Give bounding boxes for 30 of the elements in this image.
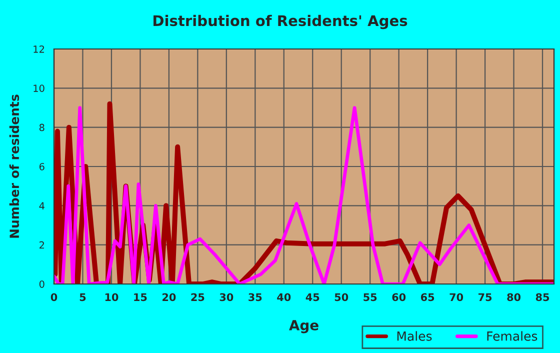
x-tick-label: 30 xyxy=(220,293,234,302)
x-tick-label: 20 xyxy=(162,293,176,302)
y-tick-label: 12 xyxy=(34,45,44,53)
x-tick-label: 10 xyxy=(105,293,118,302)
y-tick-label: 8 xyxy=(39,124,44,132)
y-tick-label: 6 xyxy=(39,162,44,170)
chart-title: Distribution of Residents' Ages xyxy=(154,14,408,30)
y-tick-label: 0 xyxy=(39,280,44,288)
x-tick-label: 60 xyxy=(392,293,406,302)
y-tick-label: 10 xyxy=(34,84,44,92)
legend-label: Females xyxy=(487,331,538,341)
x-axis-title: Age xyxy=(289,320,318,334)
x-tick-label: 5 xyxy=(80,293,86,302)
x-tick-label: 65 xyxy=(420,293,434,302)
x-tick-label: 80 xyxy=(507,293,521,302)
y-tick-label: 4 xyxy=(39,202,44,210)
legend-label: Males xyxy=(397,331,432,341)
x-tick-label: 35 xyxy=(248,293,262,302)
x-tick-label: 55 xyxy=(364,293,377,302)
y-axis-title: Number of residents xyxy=(9,94,20,238)
x-tick-label: 15 xyxy=(134,293,147,302)
x-tick-label: 70 xyxy=(450,293,464,302)
x-tick-label: 75 xyxy=(478,293,492,302)
x-tick-label: 0 xyxy=(50,293,58,302)
x-tick-label: 40 xyxy=(277,293,291,302)
x-tick-label: 45 xyxy=(306,293,320,302)
x-tick-label: 25 xyxy=(191,293,204,302)
y-tick-label: 2 xyxy=(40,241,44,249)
x-tick-label: 50 xyxy=(334,293,348,302)
x-tick-label: 85 xyxy=(536,293,550,302)
